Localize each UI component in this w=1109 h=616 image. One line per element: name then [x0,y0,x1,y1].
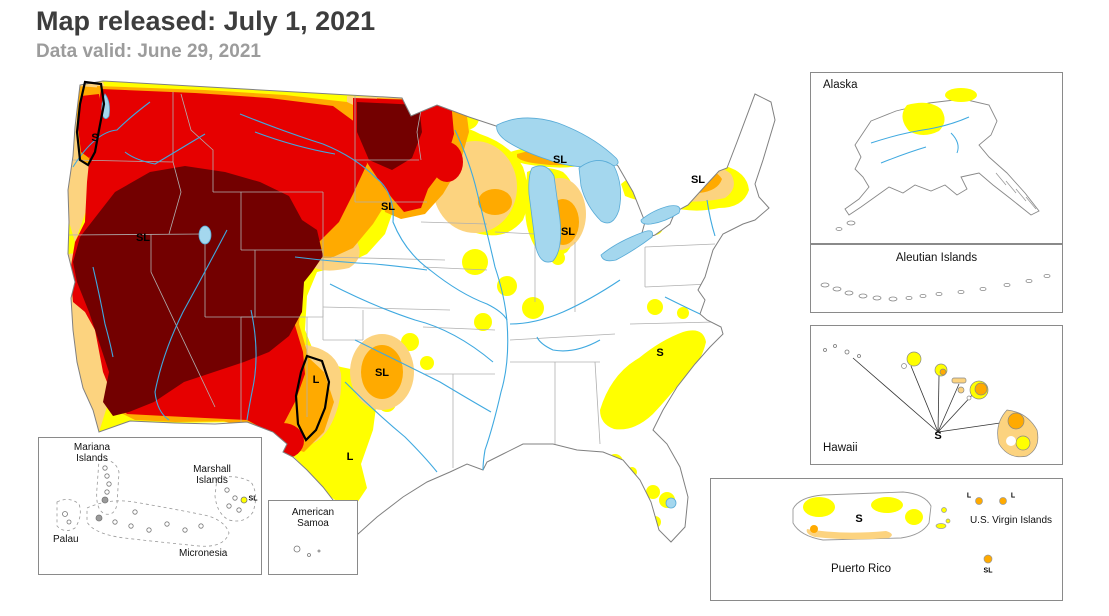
conus-label-south-texas: L [346,451,354,463]
aleutian-islands-title: Aleutian Islands [895,252,978,264]
impact-outline-regions [75,80,331,442]
inset-american-samoa: American Samoa [268,500,358,575]
puerto-rico-drought-d2 [810,525,818,533]
hawaii-title: Hawaii [823,442,858,454]
conus-label-carolinas: S [656,347,664,359]
aleutian-islands-shapes [820,273,1051,302]
alaska-drought-d0 [902,88,977,135]
conus-label-nevada: SL [135,232,151,244]
puerto-rico-drought-d0 [803,497,923,525]
alaska-svg [835,88,1040,231]
usvi-marker-right: L [1010,492,1016,500]
conus-label-dakotas: SL [380,201,396,213]
mariana-islands-label: Mariana Islands [73,442,111,464]
drought-layer-d4 [73,102,422,416]
pr-offshore-islands [935,507,951,529]
inset-puerto-rico-usvi: Puerto Rico S U.S. Virgin Islands L L SL [710,478,1063,601]
inset-aleutian-islands: Aleutian Islands [810,244,1063,313]
rivers [72,101,716,473]
pacific-region-dashed-outlines [56,459,256,547]
puerto-rico-drought-d1 [806,529,892,540]
palau-label: Palau [53,534,79,545]
hawaii-pointer-lines [852,357,1008,433]
pacific-islands-dots [62,465,248,533]
american-samoa-title: American Samoa [291,507,335,529]
usvi-title: U.S. Virgin Islands [969,515,1053,526]
conus-map: S SL SL SL SL SL L SL L S [55,72,800,597]
hawaii-islands [901,351,1039,458]
page-title: Map released: July 1, 2021 [36,6,376,36]
marshall-impact-marker: SL [248,495,258,503]
hawaii-nw-islets [823,344,861,358]
conus-drought-svg [67,80,776,543]
conus-label-michigan: SL [560,226,576,238]
page-subtitle: Data valid: June 29, 2021 [36,41,261,62]
conus-label-new-england: SL [690,174,706,186]
aleutian-svg [820,273,1051,302]
impact-region-washington [75,80,106,167]
hawaii-svg [823,344,1039,458]
usvi-islands [975,497,1007,564]
inset-hawaii: Hawaii S [810,325,1063,465]
conus-label-upper-michigan: SL [552,154,568,166]
usvi-marker-left: L [966,492,972,500]
hawaii-impact-marker: S [934,430,942,442]
great-lakes [101,93,681,509]
alaska-islands [835,220,856,231]
puerto-rico-svg [792,491,1007,564]
impact-region-newmexico [294,354,331,442]
puerto-rico-impact-marker: S [855,513,863,525]
usvi-marker-bottom: SL [983,567,993,575]
marshall-islands-label: Marshall Islands [193,464,231,486]
alaska-rivers [870,116,970,164]
micronesia-label: Micronesia [179,548,228,559]
inset-pacific-islands: Mariana Islands Marshall Islands Palau M… [38,437,262,575]
conus-label-washington: S [91,132,99,144]
conus-label-texas-panhandle: SL [374,367,390,379]
pacific-islands-svg [56,459,256,547]
us-outline [67,80,776,543]
alaska-landmass [844,98,1040,216]
state-boundaries [68,92,716,468]
american-samoa-svg [293,545,321,557]
inset-alaska: Alaska [810,72,1063,244]
american-samoa-islands [293,545,321,557]
alaska-title: Alaska [823,79,858,91]
conus-label-newmexico: L [312,374,320,386]
puerto-rico-title: Puerto Rico [830,563,892,575]
alaska-panhandle-hatch [995,172,1037,210]
